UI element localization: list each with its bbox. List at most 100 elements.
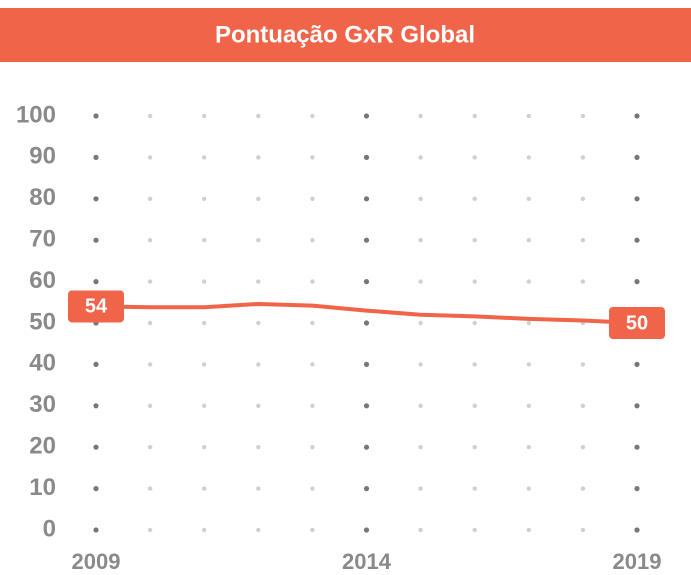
grid-dot (472, 155, 477, 160)
grid-dot (147, 362, 153, 367)
grid-dot (310, 155, 315, 160)
grid-dot (256, 362, 261, 367)
y-tick-label: 20 (29, 433, 56, 460)
grid-dot (202, 527, 207, 533)
grid-dot (634, 237, 640, 243)
grid-dot (634, 403, 640, 409)
grid-dot (418, 445, 423, 450)
grid-dot (147, 279, 153, 284)
grid-dot (526, 279, 531, 284)
grid-dot (526, 320, 531, 326)
grid-dot (310, 113, 315, 119)
grid-dot (526, 238, 531, 243)
grid-dot (634, 279, 640, 285)
grid-dot (634, 196, 640, 202)
grid-dot (93, 361, 99, 367)
grid-dot (418, 486, 423, 491)
grid-dot (363, 196, 370, 202)
grid-dot (363, 279, 370, 285)
y-tick-label: 90 (29, 143, 56, 170)
value-label: 50 (626, 312, 648, 334)
grid-dot (418, 113, 423, 119)
grid-dot (634, 154, 640, 160)
grid-dot (147, 486, 153, 491)
grid-dot (147, 320, 153, 326)
grid-dot (634, 444, 640, 450)
grid-dot (147, 155, 153, 160)
grid-dot (526, 155, 531, 160)
grid-dot (418, 320, 423, 326)
x-tick-label: 2019 (613, 549, 662, 574)
grid-dot (580, 155, 586, 160)
y-tick-label: 70 (29, 226, 56, 253)
y-tick-label: 60 (29, 267, 56, 294)
grid-dot (472, 320, 477, 326)
grid-dot (634, 527, 640, 533)
y-tick-label: 100 (16, 101, 56, 128)
grid-dot (202, 238, 207, 243)
grid-dot (202, 113, 207, 119)
grid-dot (310, 403, 315, 408)
grid-dot (472, 445, 477, 450)
y-tick-label: 30 (29, 391, 56, 418)
grid-dot (147, 113, 153, 119)
x-tick-label: 2014 (342, 549, 392, 574)
grid-dot (256, 113, 261, 119)
grid-dot (526, 527, 531, 533)
grid-dot (202, 445, 207, 450)
grid-dot (634, 361, 640, 367)
grid-dot (526, 486, 531, 491)
grid-dot (526, 196, 531, 201)
y-tick-label: 40 (29, 350, 56, 377)
grid-dot (202, 279, 207, 284)
grid-dot (202, 196, 207, 201)
grid-dot (472, 196, 477, 201)
grid-dot (147, 445, 153, 450)
grid-dot (363, 113, 370, 119)
value-label: 54 (85, 296, 108, 318)
grid-dot (526, 362, 531, 367)
grid-dot (93, 237, 99, 243)
grid-dot (526, 445, 531, 450)
grid-dot (93, 403, 99, 409)
grid-dot (580, 445, 586, 450)
grid-dot (472, 527, 477, 533)
grid-dot (147, 238, 153, 243)
grid-dot (256, 279, 261, 284)
y-tick-label: 0 (43, 515, 56, 542)
grid-dot (147, 196, 153, 201)
grid-dot (472, 238, 477, 243)
grid-dot (93, 527, 99, 533)
grid-dot (472, 113, 477, 119)
grid-dot (202, 403, 207, 408)
line (95, 301, 638, 325)
grid-dot (580, 403, 586, 408)
grid-dot (147, 527, 153, 533)
grid-dot (310, 279, 315, 284)
grid-dot (580, 196, 586, 201)
grid-dot (418, 196, 423, 201)
grid-dot (634, 486, 640, 492)
grid-dot (363, 486, 370, 492)
grid-dot (363, 361, 370, 367)
grid-dot (310, 445, 315, 450)
grid-dot (93, 486, 99, 492)
chart-title: Pontuação GxR Global (215, 21, 475, 48)
grid-dot (418, 527, 423, 533)
grid-dot (472, 279, 477, 284)
grid-dot (580, 527, 586, 533)
title-bar (0, 8, 691, 62)
grid-dot (93, 154, 99, 160)
grid-dot (363, 444, 370, 450)
grid-dot (418, 155, 423, 160)
grid-dot (93, 196, 99, 202)
value-label-box (609, 307, 665, 339)
grid-dot (310, 486, 315, 491)
grid-dot (472, 362, 477, 367)
grid-dot (256, 486, 261, 491)
grid-dot (526, 113, 531, 119)
grid-dot (418, 362, 423, 367)
grid-dot (363, 403, 370, 409)
grid-dot (363, 527, 370, 533)
